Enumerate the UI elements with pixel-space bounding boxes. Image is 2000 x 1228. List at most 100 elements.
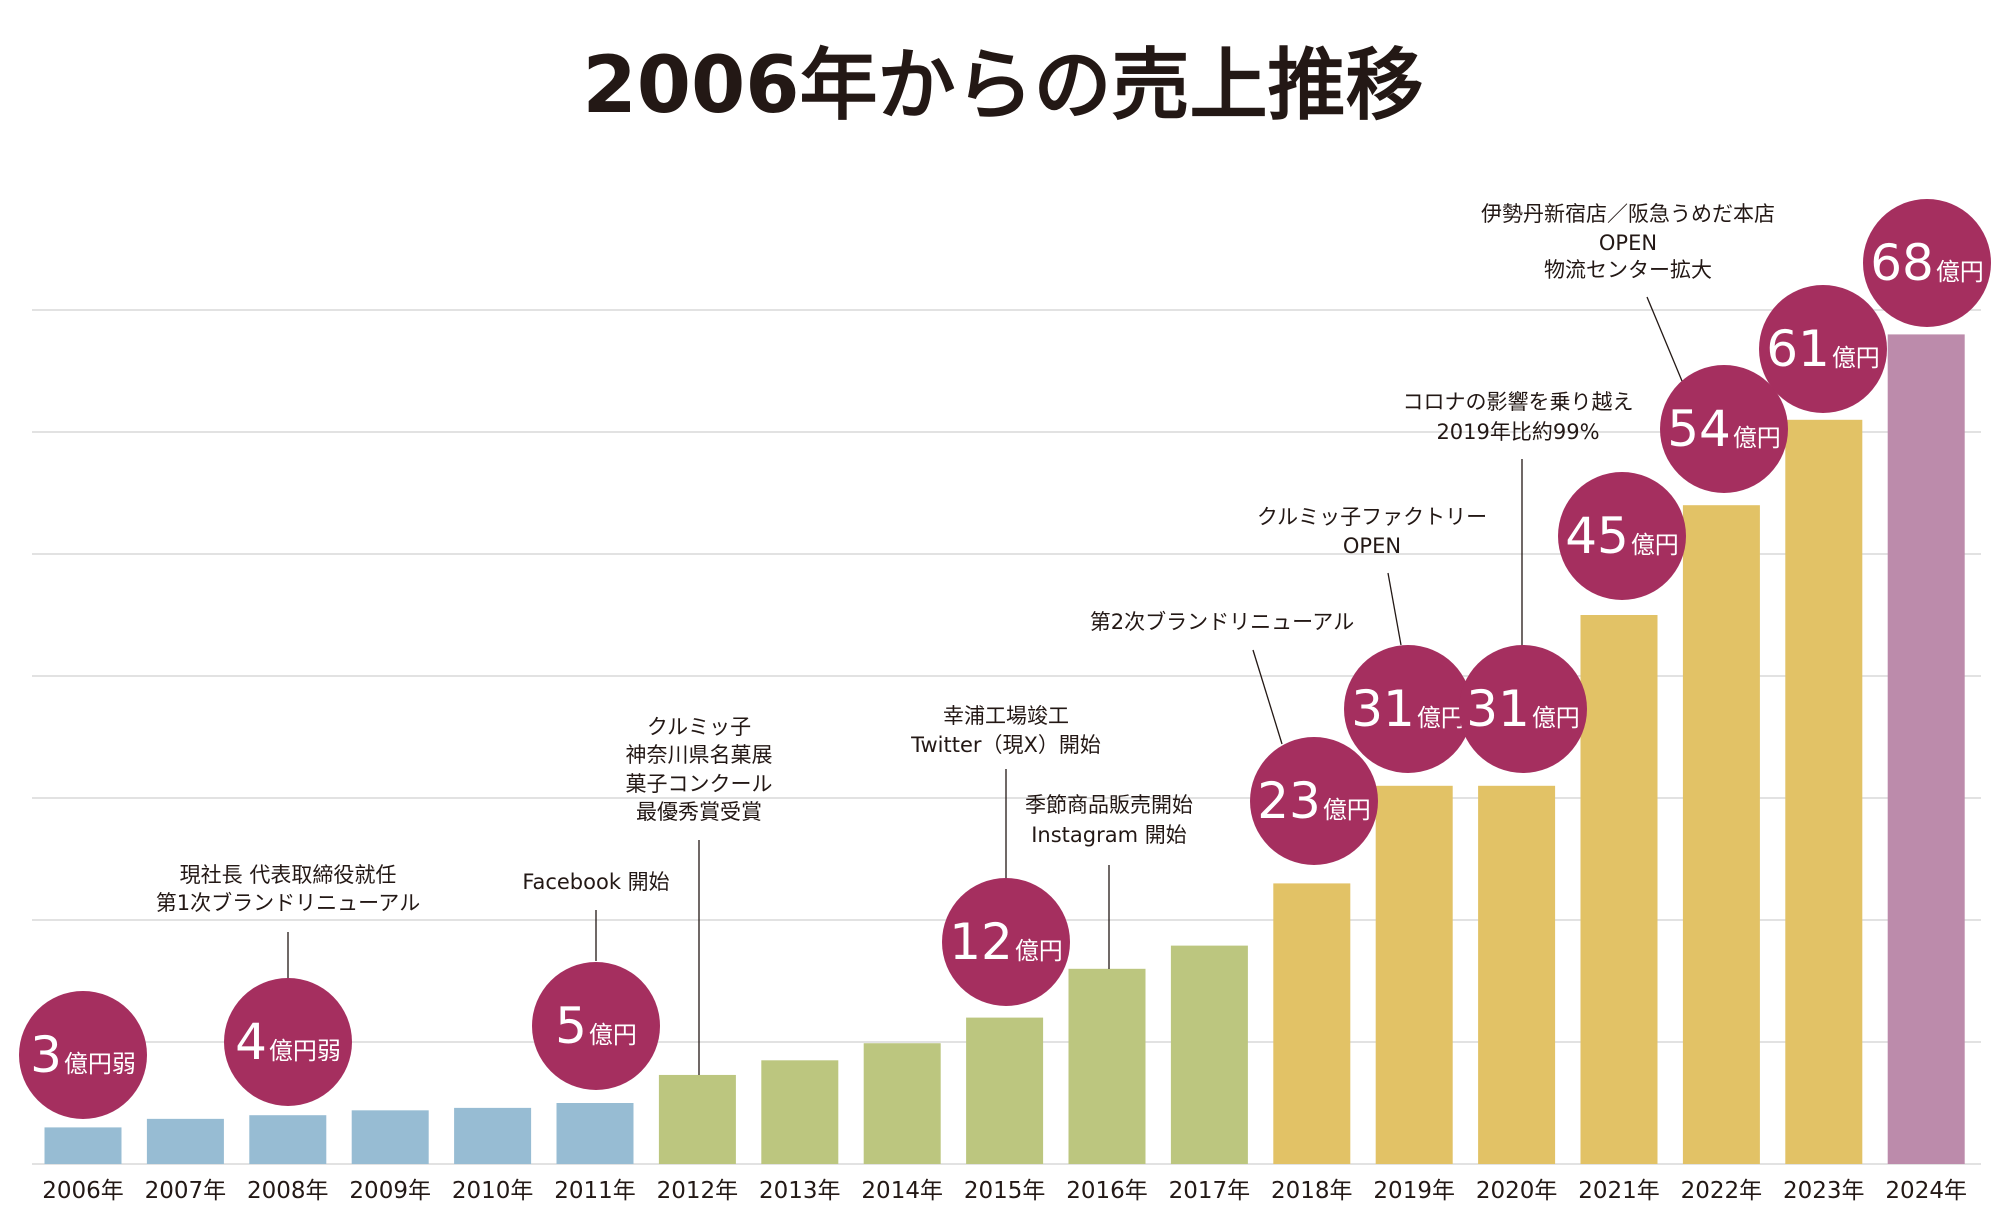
x-tick-label: 2021年: [1578, 1178, 1660, 1204]
annotation: 伊勢丹新宿店／阪急うめだ本店 OPEN 物流センター拡大: [1481, 202, 1775, 382]
bar: [1478, 785, 1556, 1164]
bubble-label: 5億円: [555, 997, 637, 1055]
bar: [249, 1115, 327, 1164]
bubble-unit: 億円: [1532, 704, 1580, 732]
bubble-value: 68: [1870, 234, 1934, 292]
annotation-text: 伊勢丹新宿店／阪急うめだ本店: [1481, 202, 1775, 226]
bubble-label: 45億円: [1565, 507, 1679, 565]
annotation-text: 季節商品販売開始: [1025, 793, 1193, 817]
bubble-circle: [532, 962, 660, 1090]
x-tick-label: 2016年: [1066, 1178, 1148, 1204]
bubble-value: 4: [235, 1013, 267, 1071]
bubble-unit: 億円: [589, 1021, 637, 1049]
bubble-unit: 億円: [1015, 937, 1063, 965]
bubble-unit: 億円: [1631, 531, 1679, 559]
annotation-text: 最優秀賞受賞: [636, 800, 762, 824]
value-bubble: 23億円: [1250, 737, 1378, 865]
bar: [1375, 785, 1453, 1164]
bubble-circle: [942, 878, 1070, 1006]
bar: [1580, 615, 1658, 1164]
leader-line: [1387, 572, 1402, 646]
value-bubble: 5億円: [532, 962, 660, 1090]
bars: [44, 334, 1965, 1164]
bubble-unit: 億円: [1733, 424, 1781, 452]
value-bubble: 4億円弱: [224, 978, 352, 1106]
bar: [863, 1043, 941, 1164]
bar: [1682, 505, 1760, 1164]
bubble-label: 54億円: [1667, 400, 1781, 458]
bubble-unit: 億円: [1936, 258, 1984, 286]
x-tick-label: 2008年: [247, 1178, 329, 1204]
bubble-value: 45: [1565, 507, 1629, 565]
bubble-circle: [1863, 199, 1991, 327]
bubble-value: 5: [555, 997, 587, 1055]
x-tick-label: 2018年: [1271, 1178, 1353, 1204]
bubble-label: 61億円: [1766, 320, 1880, 378]
bubble-unit: 億円: [1323, 796, 1371, 824]
bubble-circle: [1558, 472, 1686, 600]
bar: [1887, 334, 1965, 1164]
bar: [1170, 945, 1248, 1164]
bar: [966, 1017, 1044, 1164]
x-tick-label: 2024年: [1885, 1178, 1967, 1204]
bubble-circle: [1759, 285, 1887, 413]
value-bubble: 54億円: [1660, 365, 1788, 493]
bar: [351, 1110, 429, 1164]
x-tick-label: 2012年: [657, 1178, 739, 1204]
x-tick-label: 2017年: [1169, 1178, 1251, 1204]
annotation-text: 菓子コンクール: [626, 772, 773, 796]
annotation: 第2次ブランドリニューアル: [1090, 610, 1354, 745]
bubble-value: 23: [1257, 772, 1321, 830]
bubble-value: 54: [1667, 400, 1731, 458]
bubble-unit: 億円: [1832, 344, 1880, 372]
bar: [146, 1118, 224, 1164]
bubble-value: 31: [1466, 680, 1530, 738]
annotation: クルミッ子ファクトリー OPEN: [1257, 505, 1487, 646]
annotation: 季節商品販売開始 Instagram 開始: [1025, 793, 1193, 969]
bar: [454, 1107, 532, 1164]
bar: [556, 1103, 634, 1164]
value-bubble: 68億円: [1863, 199, 1991, 327]
annotation-text: 第1次ブランドリニューアル: [156, 891, 421, 915]
bar: [761, 1060, 839, 1164]
annotation-text: 幸浦工場竣工: [943, 704, 1069, 728]
value-bubble: 31億円: [1459, 645, 1587, 773]
bubble-circle: [224, 978, 352, 1106]
value-bubble: 61億円: [1759, 285, 1887, 413]
x-tick-label: 2011年: [554, 1178, 636, 1204]
annotation-text: Instagram 開始: [1031, 823, 1187, 847]
value-bubble: 45億円: [1558, 472, 1686, 600]
x-tick-label: 2022年: [1681, 1178, 1763, 1204]
annotation: 幸浦工場竣工 Twitter（現X）開始: [910, 704, 1101, 878]
bar: [658, 1074, 736, 1164]
bubble-unit: 億円弱: [269, 1037, 341, 1065]
leader-line: [1252, 649, 1283, 745]
x-tick-label: 2007年: [145, 1178, 227, 1204]
annotation-text: 2019年比約99%: [1436, 420, 1599, 444]
annotation: コロナの影響を乗り越え 2019年比約99%: [1403, 390, 1634, 647]
x-tick-label: 2019年: [1373, 1178, 1455, 1204]
annotation: Facebook 開始: [522, 870, 670, 961]
bubble-circle: [1459, 645, 1587, 773]
value-bubble: 31億円: [1344, 645, 1472, 773]
annotation-text: 物流センター拡大: [1544, 258, 1712, 282]
bar: [1068, 968, 1146, 1164]
leader-line: [1646, 296, 1683, 382]
bubble-value: 61: [1766, 320, 1830, 378]
value-bubble: 3億円弱: [19, 991, 147, 1119]
bubble-label: 68億円: [1870, 234, 1984, 292]
annotation-text: Twitter（現X）開始: [910, 733, 1101, 757]
bubble-label: 31億円: [1466, 680, 1580, 738]
x-tick-label: 2010年: [452, 1178, 534, 1204]
bubble-label: 12億円: [949, 913, 1063, 971]
bar: [1785, 419, 1863, 1164]
bubble-unit: 億円弱: [64, 1050, 136, 1078]
x-tick-label: 2009年: [349, 1178, 431, 1204]
bar: [44, 1127, 122, 1164]
annotation-text: OPEN: [1343, 534, 1401, 558]
